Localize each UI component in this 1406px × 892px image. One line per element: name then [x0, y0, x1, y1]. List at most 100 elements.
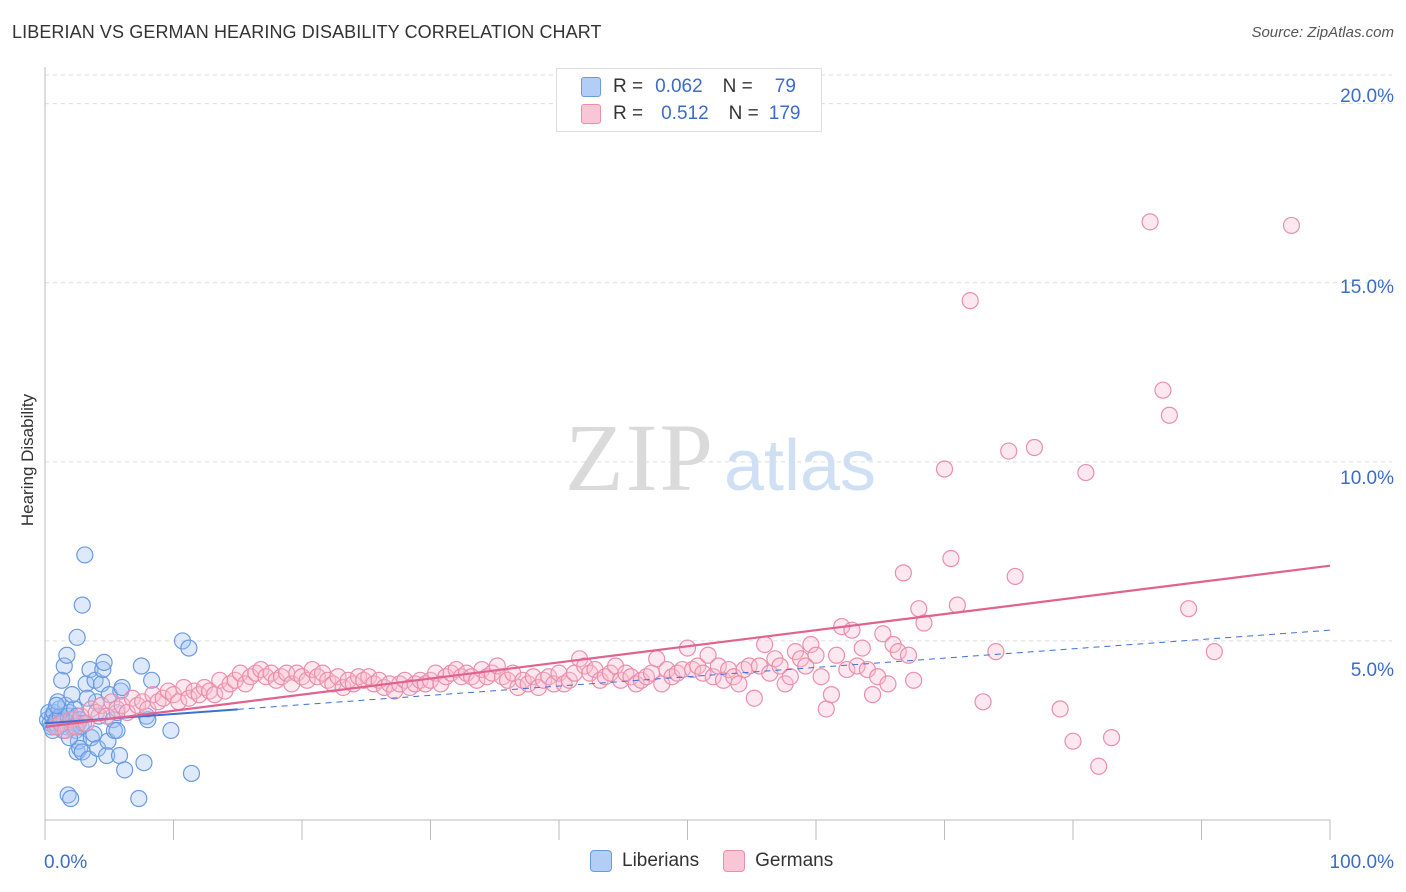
german-point: [1282, 216, 1301, 235]
liberian-point: [162, 721, 180, 740]
german-point: [175, 678, 193, 697]
german-point: [1000, 442, 1018, 460]
liberian-point: [113, 678, 131, 697]
german-point: [974, 693, 992, 711]
german-point: [298, 671, 316, 689]
liberian-point: [62, 789, 80, 808]
german-point: [781, 668, 799, 686]
liberian-point: [98, 746, 116, 765]
liberian-point: [76, 546, 94, 564]
german-point: [863, 686, 882, 704]
german-point: [942, 549, 960, 568]
german-point: [1154, 381, 1172, 399]
series-label-liberians: Liberians: [622, 850, 700, 871]
german-point: [812, 668, 830, 686]
y-tick-label-15: 15.0%: [1340, 277, 1394, 298]
german-point: [894, 564, 912, 582]
axes: [44, 67, 1331, 840]
legend-n-label: N =: [728, 103, 759, 124]
german-point: [915, 614, 933, 632]
german-point: [1090, 757, 1108, 775]
german-point: [704, 668, 722, 686]
liberian-point: [69, 732, 88, 750]
liberian-point: [182, 764, 201, 783]
german-point: [1077, 463, 1095, 482]
liberian-point: [143, 671, 161, 689]
series-legend: Liberians Germans: [590, 850, 857, 872]
watermark-zip: ZIP: [565, 404, 715, 511]
german-point: [1006, 567, 1024, 586]
legend-r-label: R =: [613, 76, 644, 97]
series-swatch-liberians: [590, 850, 612, 872]
correlation-legend: R = 0.062 N = 79 R = 0.512 N = 179: [556, 68, 822, 132]
liberian-point: [110, 746, 129, 765]
german-point: [905, 671, 923, 689]
grid-lines: [45, 74, 1392, 642]
german-point: [848, 657, 866, 675]
liberian-trend-line: [44, 708, 238, 725]
chart-source: Source: ZipAtlas.com: [1251, 24, 1394, 41]
series-legend-germans: Germans: [723, 850, 833, 872]
liberian-point: [95, 653, 113, 672]
liberian-point: [63, 686, 81, 704]
liberian-point: [130, 789, 148, 808]
liberian-point: [68, 628, 86, 646]
watermark: ZIP atlas: [565, 404, 876, 511]
chart-title: LIBERIAN VS GERMAN HEARING DISABILITY CO…: [12, 22, 602, 42]
series-swatch-germans: [723, 850, 746, 872]
german-point: [699, 646, 717, 664]
german-point: [745, 689, 763, 707]
trend-lines: [44, 564, 1331, 728]
series-legend-liberians: Liberians: [590, 850, 699, 872]
liberian-point: [58, 646, 76, 664]
legend-r-label: R =: [613, 103, 644, 124]
liberian-point: [53, 671, 71, 689]
german-point: [910, 600, 928, 618]
liberian-point: [132, 657, 150, 675]
german-point: [694, 664, 712, 682]
legend-r-value: 0.062: [655, 76, 703, 97]
legend-row-germans: R = 0.512 N = 179: [581, 102, 800, 126]
german-point: [879, 675, 897, 693]
german-point: [889, 643, 907, 661]
x-tick-label-min: 0.0%: [44, 852, 88, 873]
watermark-atlas: atlas: [724, 426, 876, 506]
y-tick-label-20: 20.0%: [1340, 86, 1394, 107]
german-point: [987, 643, 1005, 661]
german-point: [822, 686, 841, 704]
german-point: [1141, 213, 1159, 231]
german-point: [1180, 600, 1198, 618]
german-point: [1025, 438, 1044, 457]
german-point: [802, 635, 820, 654]
y-axis-label-wrap: Hearing Disability: [14, 300, 42, 620]
german-point: [807, 646, 825, 664]
y-axis-label: Hearing Disability: [18, 393, 37, 527]
legend-r-value: 0.512: [661, 103, 709, 124]
german-point: [797, 657, 815, 675]
liberian-point: [73, 596, 91, 614]
german-point: [755, 635, 774, 654]
y-tick-label-10: 10.0%: [1340, 468, 1394, 489]
german-point: [1160, 406, 1178, 424]
liberian-point: [116, 761, 134, 779]
liberian-point: [94, 660, 112, 679]
y-tick-label-5: 5.0%: [1350, 660, 1394, 681]
german-point: [1102, 729, 1121, 747]
liberian-point: [173, 632, 192, 650]
german-point: [1064, 732, 1082, 750]
german-point: [730, 675, 748, 693]
german-point: [827, 646, 846, 664]
liberian-point: [135, 754, 153, 772]
german-point: [1051, 700, 1069, 718]
german-point: [1205, 643, 1223, 661]
liberian-point: [81, 660, 99, 679]
liberian-point: [55, 657, 73, 675]
german-point: [853, 639, 871, 657]
liberian-point: [108, 721, 126, 740]
german-point: [935, 460, 954, 478]
german-point: [899, 646, 918, 664]
liberian-point: [180, 639, 198, 657]
german-trend-line: [44, 564, 1331, 728]
x-tick-label-max: 100.0%: [1329, 852, 1394, 873]
